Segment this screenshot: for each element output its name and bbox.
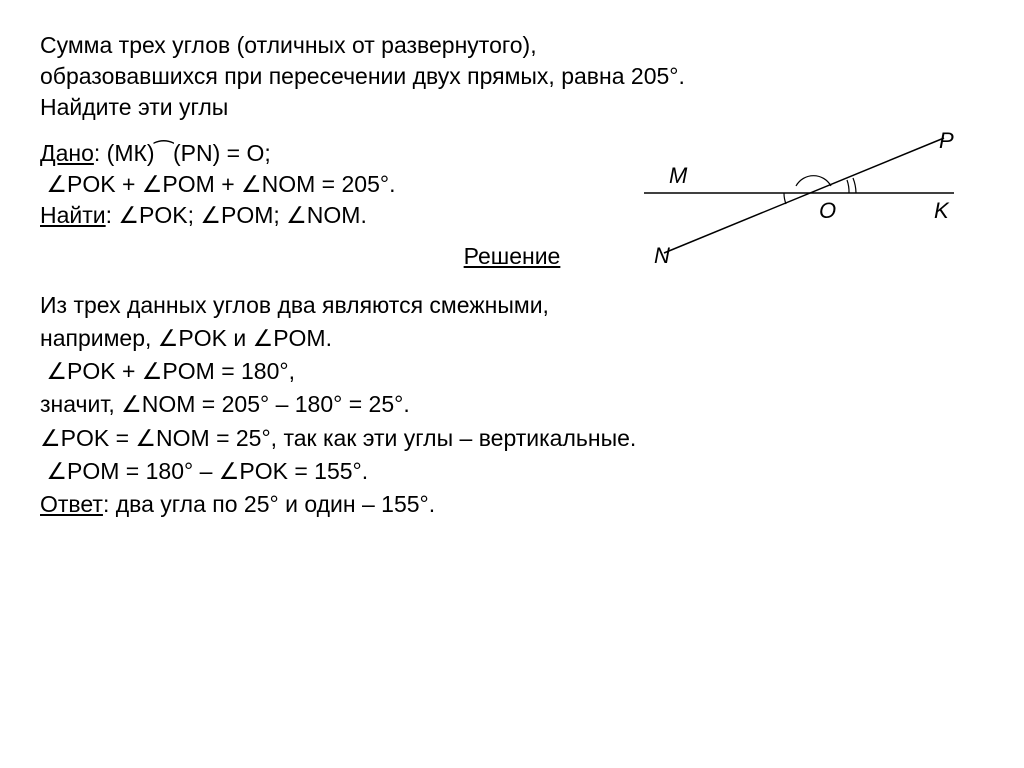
label-P: P	[939, 128, 954, 153]
angle-arc-pok-1	[847, 180, 849, 193]
solution-line: ∠POK = ∠NOM = 25°, так как эти углы – ве…	[40, 423, 984, 454]
given-text: : (МК)⁀(PN) = O;	[94, 140, 271, 166]
problem-line: Найдите эти углы	[40, 92, 984, 123]
find-label: Найти	[40, 202, 106, 228]
solution-line: ∠POM = 180° – ∠POK = 155°.	[40, 456, 984, 487]
solution-line: значит, ∠NOM = 205° – 180° = 25°.	[40, 389, 984, 420]
find-line: Найти: ∠POK; ∠POM; ∠NOM.	[40, 200, 620, 231]
answer-text: : два угла по 25° и один – 155°.	[103, 491, 435, 517]
label-M: M	[669, 163, 688, 188]
solution-block: Из трех данных углов два являются смежны…	[40, 290, 984, 519]
given-label: Дано	[40, 140, 94, 166]
given-line: Дано: (МК)⁀(PN) = O;	[40, 138, 620, 169]
given-line: ∠POK + ∠POM + ∠NOM = 205°.	[40, 169, 620, 200]
label-O: O	[819, 198, 836, 223]
problem-statement: Сумма трех углов (отличных от развернуто…	[40, 30, 984, 123]
answer-line: Ответ: два угла по 25° и один – 155°.	[40, 489, 984, 520]
solution-text: ∠POM = 180° – ∠POK = 155°.	[46, 458, 368, 484]
solution-line: ∠POK + ∠POM = 180°,	[40, 356, 984, 387]
solution-line: например, ∠POK и ∠POM.	[40, 323, 984, 354]
problem-line: Сумма трех углов (отличных от развернуто…	[40, 30, 984, 61]
angle-arc-pom	[796, 176, 831, 186]
solution-text: ∠POK + ∠POM = 180°,	[46, 358, 295, 384]
line-PN	[664, 138, 944, 253]
answer-label: Ответ	[40, 491, 103, 517]
problem-line: образовавшихся при пересечении двух прям…	[40, 61, 984, 92]
given-text: ∠POK + ∠POM + ∠NOM = 205°.	[46, 171, 395, 197]
given-block: Дано: (МК)⁀(PN) = O; ∠POK + ∠POM + ∠NOM …	[40, 138, 984, 231]
angle-arc-pok-2	[853, 178, 856, 193]
geometry-diagram: M K P N O	[634, 128, 964, 268]
solution-line: Из трех данных углов два являются смежны…	[40, 290, 984, 321]
angle-arc-mon	[784, 193, 786, 204]
find-text: : ∠POK; ∠POM; ∠NOM.	[106, 202, 367, 228]
label-N: N	[654, 243, 670, 268]
label-K: K	[934, 198, 950, 223]
